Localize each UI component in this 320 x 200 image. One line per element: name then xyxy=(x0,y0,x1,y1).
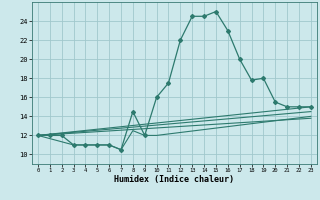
X-axis label: Humidex (Indice chaleur): Humidex (Indice chaleur) xyxy=(115,175,234,184)
